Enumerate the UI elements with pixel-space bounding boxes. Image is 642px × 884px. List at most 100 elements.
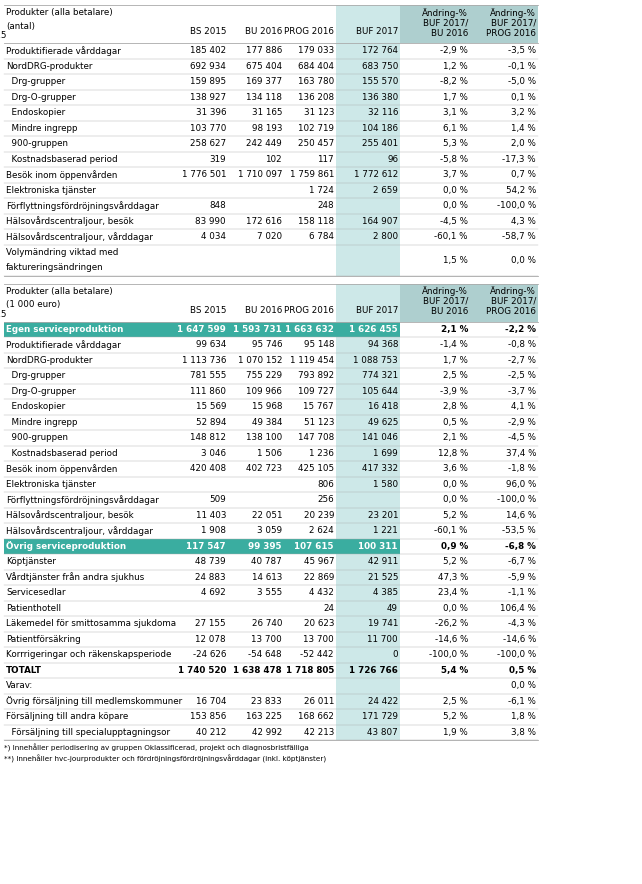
Bar bbox=[336, 214, 400, 229]
Text: Hälsovårdscentraljour, besök: Hälsovårdscentraljour, besök bbox=[6, 217, 134, 226]
Text: 1 580: 1 580 bbox=[373, 480, 398, 489]
Text: 134 118: 134 118 bbox=[246, 93, 282, 102]
Text: -6,7 %: -6,7 % bbox=[508, 557, 536, 567]
Bar bbox=[336, 569, 400, 585]
Text: 103 770: 103 770 bbox=[189, 124, 226, 133]
Text: 255 401: 255 401 bbox=[362, 140, 398, 149]
Text: 4 034: 4 034 bbox=[201, 232, 226, 241]
Text: Hälsovårdscentraljour, vårddagar: Hälsovårdscentraljour, vårddagar bbox=[6, 526, 153, 536]
Text: -2,2 %: -2,2 % bbox=[505, 324, 536, 334]
Text: 3 555: 3 555 bbox=[257, 588, 282, 598]
Text: 0,9 %: 0,9 % bbox=[441, 542, 468, 551]
Text: 2 800: 2 800 bbox=[373, 232, 398, 241]
Text: -5,0 %: -5,0 % bbox=[508, 77, 536, 87]
Text: 0,0 %: 0,0 % bbox=[511, 255, 536, 264]
Text: Ändring-%: Ändring-% bbox=[490, 8, 536, 18]
Text: 177 886: 177 886 bbox=[246, 46, 282, 55]
Text: 172 764: 172 764 bbox=[362, 46, 398, 55]
Text: Varav:: Varav: bbox=[6, 682, 33, 690]
Text: BU 2016: BU 2016 bbox=[245, 306, 282, 315]
Text: 48 739: 48 739 bbox=[195, 557, 226, 567]
Text: 22 051: 22 051 bbox=[252, 511, 282, 520]
Text: 15 569: 15 569 bbox=[196, 402, 226, 411]
Text: -5,9 %: -5,9 % bbox=[508, 573, 536, 582]
Text: 31 123: 31 123 bbox=[304, 108, 334, 118]
Bar bbox=[336, 89, 400, 105]
Text: 2,5 %: 2,5 % bbox=[443, 371, 468, 380]
Text: -2,9 %: -2,9 % bbox=[440, 46, 468, 55]
Bar bbox=[336, 647, 400, 662]
Text: -60,1 %: -60,1 % bbox=[435, 232, 468, 241]
Text: BS 2015: BS 2015 bbox=[189, 27, 226, 36]
Text: 1 718 805: 1 718 805 bbox=[286, 666, 334, 674]
Text: 1 663 632: 1 663 632 bbox=[285, 324, 334, 334]
Bar bbox=[336, 74, 400, 89]
Text: Elektroniska tjänster: Elektroniska tjänster bbox=[6, 480, 96, 489]
Text: Endoskopier: Endoskopier bbox=[6, 108, 65, 118]
Text: 105 644: 105 644 bbox=[362, 387, 398, 396]
Text: Produkter (alla betalare): Produkter (alla betalare) bbox=[6, 9, 113, 18]
Text: 136 208: 136 208 bbox=[298, 93, 334, 102]
Text: -60,1 %: -60,1 % bbox=[435, 526, 468, 535]
Text: 159 895: 159 895 bbox=[190, 77, 226, 87]
Text: Köptjänster: Köptjänster bbox=[6, 557, 56, 567]
Text: 23,4 %: 23,4 % bbox=[438, 588, 468, 598]
Text: -1,8 %: -1,8 % bbox=[508, 464, 536, 473]
Bar bbox=[336, 151, 400, 167]
Text: -14,6 %: -14,6 % bbox=[503, 635, 536, 644]
Text: Ändring-%: Ändring-% bbox=[422, 8, 468, 18]
Text: 1,7 %: 1,7 % bbox=[443, 355, 468, 365]
Text: 1 699: 1 699 bbox=[373, 449, 398, 458]
Bar bbox=[336, 120, 400, 136]
Text: Övrig serviceproduktion: Övrig serviceproduktion bbox=[6, 541, 126, 552]
Text: 5,2 %: 5,2 % bbox=[443, 713, 468, 721]
Text: 11 700: 11 700 bbox=[367, 635, 398, 644]
Text: -54 648: -54 648 bbox=[248, 651, 282, 659]
Text: 250 457: 250 457 bbox=[298, 140, 334, 149]
Text: -2,7 %: -2,7 % bbox=[508, 355, 536, 365]
Text: -52 442: -52 442 bbox=[300, 651, 334, 659]
Bar bbox=[336, 600, 400, 616]
Text: 2,1 %: 2,1 % bbox=[443, 433, 468, 442]
Text: 1 236: 1 236 bbox=[309, 449, 334, 458]
Bar bbox=[4, 322, 400, 337]
Bar bbox=[4, 538, 400, 554]
Text: 3,7 %: 3,7 % bbox=[443, 171, 468, 179]
Text: 0,0 %: 0,0 % bbox=[443, 480, 468, 489]
Text: 258 627: 258 627 bbox=[190, 140, 226, 149]
Text: 2,0 %: 2,0 % bbox=[511, 140, 536, 149]
Bar bbox=[336, 353, 400, 368]
Text: 138 927: 138 927 bbox=[190, 93, 226, 102]
Text: 683 750: 683 750 bbox=[361, 62, 398, 71]
Bar bbox=[336, 709, 400, 725]
Text: Elektroniska tjänster: Elektroniska tjänster bbox=[6, 186, 96, 194]
Text: 4,1 %: 4,1 % bbox=[511, 402, 536, 411]
Text: 96: 96 bbox=[387, 155, 398, 164]
Text: 15 767: 15 767 bbox=[304, 402, 334, 411]
Text: 172 616: 172 616 bbox=[246, 217, 282, 225]
Text: 1 626 455: 1 626 455 bbox=[349, 324, 398, 334]
Bar bbox=[336, 245, 400, 276]
Text: 141 046: 141 046 bbox=[362, 433, 398, 442]
Text: 1 772 612: 1 772 612 bbox=[354, 171, 398, 179]
Bar bbox=[336, 476, 400, 492]
Text: 6,1 %: 6,1 % bbox=[443, 124, 468, 133]
Text: 5,3 %: 5,3 % bbox=[443, 140, 468, 149]
Text: 1,7 %: 1,7 % bbox=[443, 93, 468, 102]
Bar bbox=[336, 461, 400, 476]
Text: -3,9 %: -3,9 % bbox=[440, 387, 468, 396]
Text: 21 525: 21 525 bbox=[367, 573, 398, 582]
Text: Patientförsäkring: Patientförsäkring bbox=[6, 635, 81, 644]
Text: BS 2015: BS 2015 bbox=[189, 306, 226, 315]
Text: 49: 49 bbox=[387, 604, 398, 613]
Text: Patienthotell: Patienthotell bbox=[6, 604, 61, 613]
Text: 148 812: 148 812 bbox=[190, 433, 226, 442]
Bar bbox=[336, 554, 400, 569]
Text: Korrrigeringar och räkenskapsperiode: Korrrigeringar och räkenskapsperiode bbox=[6, 651, 171, 659]
Text: -0,1 %: -0,1 % bbox=[508, 62, 536, 71]
Text: 1 726 766: 1 726 766 bbox=[349, 666, 398, 674]
Text: 1 759 861: 1 759 861 bbox=[290, 171, 334, 179]
Text: 1 113 736: 1 113 736 bbox=[182, 355, 226, 365]
Text: Drg-grupper: Drg-grupper bbox=[6, 371, 65, 380]
Text: 420 408: 420 408 bbox=[190, 464, 226, 473]
